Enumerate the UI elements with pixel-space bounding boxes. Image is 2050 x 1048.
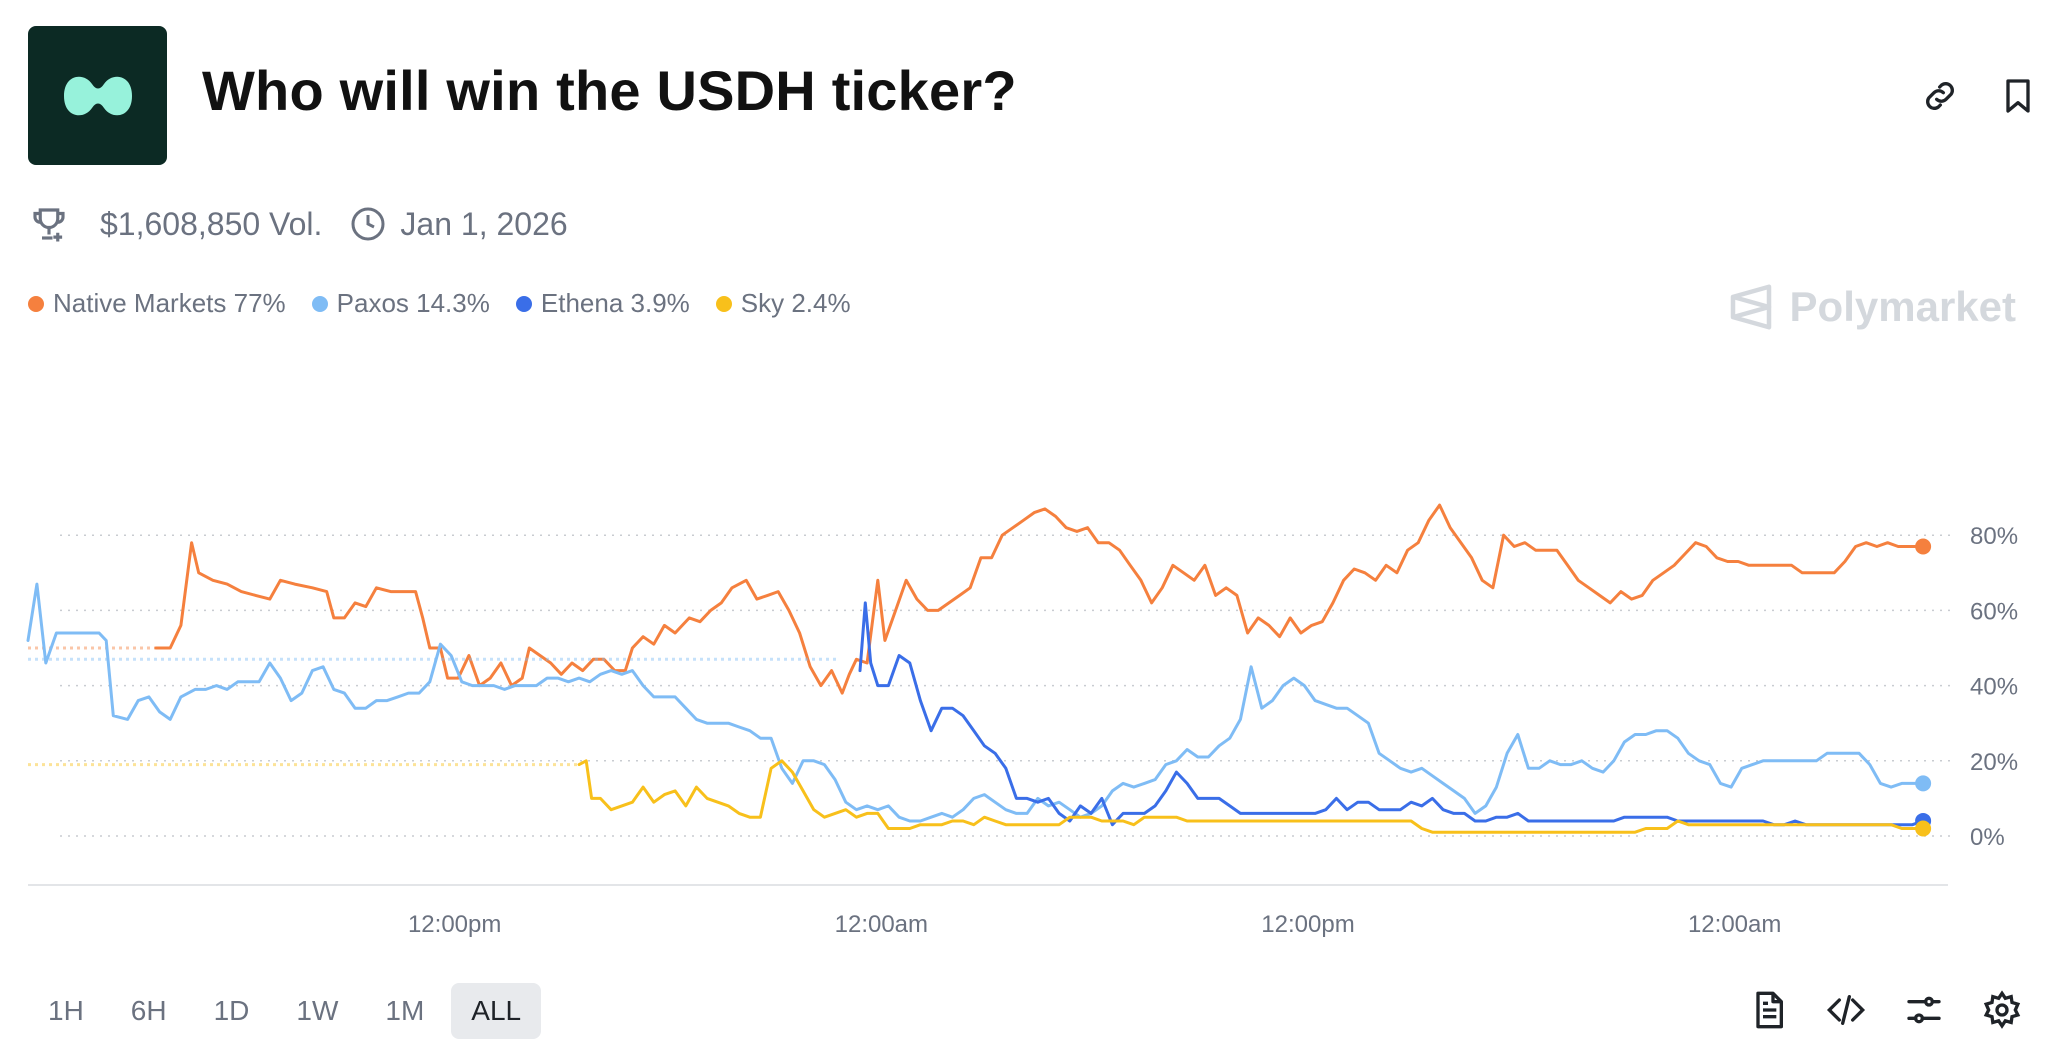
legend-dot: [311, 295, 328, 312]
x-tick-label: 12:00am: [835, 911, 928, 938]
hyperliquid-logo-icon: [63, 76, 132, 115]
x-tick-label: 12:00pm: [408, 911, 501, 938]
y-tick-label: 0%: [1970, 824, 2005, 851]
y-tick-label: 60%: [1970, 598, 2018, 625]
legend-label: Ethena 3.9%: [540, 288, 690, 318]
range-button-all[interactable]: ALL: [451, 983, 542, 1039]
market-meta: $1,608,850 Vol. Jan 1, 2026: [28, 200, 568, 248]
range-button-1w[interactable]: 1W: [296, 995, 339, 1026]
legend-dot: [28, 295, 44, 312]
end-date-info: Jan 1, 2026: [350, 205, 568, 243]
series-line-native-markets: [154, 503, 1925, 695]
legend-label: Native Markets 77%: [53, 288, 286, 318]
clock-icon: [351, 207, 385, 241]
chart-legend: Native Markets 77% Paxos 14.3% Ethena 3.…: [28, 288, 877, 319]
volume-info: $1,608,850 Vol.: [28, 203, 322, 245]
range-button-1h[interactable]: 1H: [48, 995, 84, 1026]
legend-dot: [515, 295, 532, 312]
link-icon[interactable]: [1920, 76, 1960, 116]
gear-icon[interactable]: [1982, 990, 2022, 1030]
legend-entry-sky: Sky 2.4%: [715, 288, 851, 319]
series-endpoint-paxos: [1915, 775, 1932, 792]
x-tick-label: 12:00am: [1688, 911, 1781, 938]
legend-dot: [715, 295, 732, 312]
series-line-paxos: [26, 582, 1925, 823]
volume-text: $1,608,850 Vol.: [100, 205, 323, 242]
trophy-icon: [33, 208, 65, 242]
legend-entry-native-markets: Native Markets 77%: [28, 288, 286, 319]
market-logo: [28, 26, 167, 165]
price-chart[interactable]: 80% 60% 40% 20% 0% 12:00pm 12:00am 12:00pm 12:00…: [0, 380, 2050, 940]
series-endpoint-native-markets: [1915, 538, 1932, 555]
legend-label: Sky 2.4%: [740, 288, 851, 318]
watermark-text: Polymarket: [1789, 283, 2016, 330]
y-tick-label: 20%: [1970, 749, 2018, 776]
legend-entry-ethena: Ethena 3.9%: [515, 288, 690, 319]
series-line-sky: [577, 759, 1925, 834]
bookmark-icon[interactable]: [1998, 76, 2038, 116]
time-range-selector: 1H 6H 1D 1W 1M ALL: [28, 983, 548, 1039]
page-title: Who will win the USDH ticker?: [202, 59, 1017, 122]
document-icon[interactable]: [1748, 990, 1788, 1030]
legend-entry-paxos: Paxos 14.3%: [311, 288, 490, 319]
x-tick-label: 12:00pm: [1261, 911, 1354, 938]
y-tick-label: 80%: [1970, 523, 2018, 550]
range-button-1d[interactable]: 1D: [213, 995, 250, 1026]
range-button-6h[interactable]: 6H: [130, 995, 167, 1026]
series-line-ethena: [858, 601, 1925, 827]
range-button-1m[interactable]: 1M: [385, 995, 425, 1026]
embed-code-icon[interactable]: [1826, 990, 1866, 1030]
legend-label: Paxos 14.3%: [336, 288, 490, 318]
polymarket-watermark: Polymarket: [1724, 280, 2016, 334]
end-date-text: Jan 1, 2026: [400, 205, 568, 242]
series-endpoint-sky: [1915, 820, 1932, 837]
polymarket-logo-icon: [1730, 284, 1771, 330]
chart-tools: [1710, 990, 2022, 1030]
settings-sliders-icon[interactable]: [1904, 990, 1944, 1030]
y-tick-label: 40%: [1970, 674, 2018, 701]
